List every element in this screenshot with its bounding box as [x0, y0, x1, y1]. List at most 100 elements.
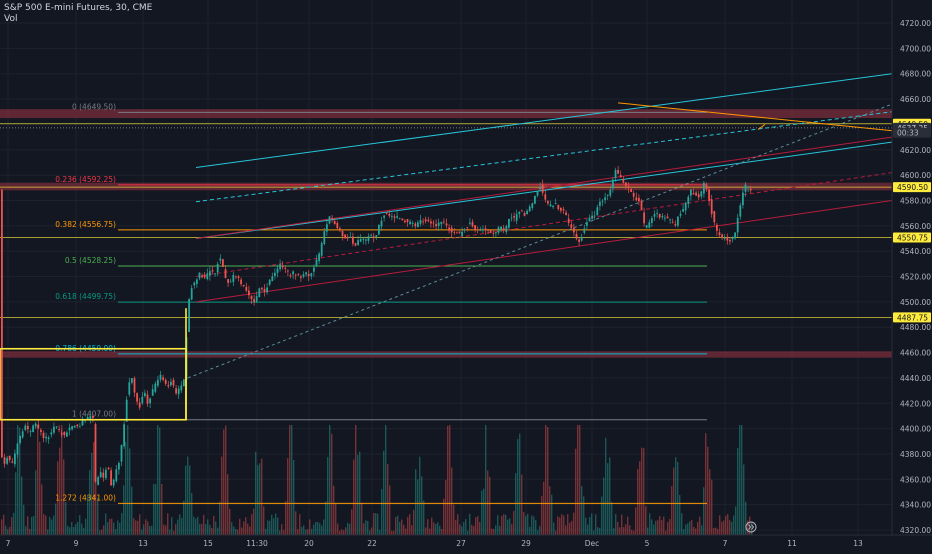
volume-bar	[61, 425, 63, 535]
volume-bar	[265, 528, 267, 535]
volume-bar	[445, 479, 447, 535]
candle-body	[656, 212, 658, 214]
price-label-text: 4590.50	[897, 183, 928, 192]
candle-body	[435, 223, 437, 227]
volume-bar	[13, 512, 15, 535]
volume-bar	[441, 529, 443, 535]
time-tick-label: 15	[203, 539, 213, 548]
candle-body	[294, 274, 297, 276]
price-tick-label: 4440.00	[900, 374, 931, 383]
volume-bar	[645, 506, 647, 535]
volume-bar	[339, 530, 341, 535]
volume-bar	[337, 523, 339, 535]
candle-body	[380, 220, 383, 227]
volume-bar	[613, 528, 615, 535]
volume-bar	[395, 517, 397, 535]
price-tick-label: 4720.00	[900, 19, 931, 28]
volume-bar	[621, 514, 623, 535]
resistance-zone	[0, 109, 892, 119]
candle-body	[575, 234, 578, 239]
candle-body	[89, 416, 92, 419]
candle-body	[190, 288, 193, 300]
volume-bar	[437, 522, 439, 535]
candle-body	[227, 279, 229, 283]
candle-body	[323, 231, 326, 244]
volume-bar	[647, 527, 649, 535]
candle-body	[552, 205, 554, 208]
scroll-circle[interactable]	[745, 521, 757, 533]
candle-body	[349, 236, 352, 238]
candle-body	[157, 379, 159, 386]
time-tick-label: 5	[645, 539, 650, 548]
price-tick-label: 4560.00	[900, 222, 931, 231]
volume-bar	[97, 497, 99, 535]
volume-bar	[363, 523, 365, 535]
candle-body	[365, 239, 367, 241]
candle-body	[549, 204, 552, 207]
candle-body	[110, 470, 112, 486]
volume-bar	[219, 501, 221, 535]
candle-body	[487, 229, 489, 231]
volume-bar	[681, 513, 683, 535]
candle-body	[40, 429, 42, 432]
volume-bar	[123, 485, 125, 535]
volume-bar	[263, 506, 265, 535]
volume-bar	[695, 528, 697, 535]
volume-bar	[683, 529, 685, 535]
volume-bar	[727, 514, 729, 535]
candle-body	[404, 220, 406, 223]
trend-lines[interactable]	[187, 73, 893, 379]
volume-bar	[505, 514, 507, 535]
channel-mid-line	[195, 111, 893, 203]
scroll-to-latest-button[interactable]	[745, 521, 757, 533]
candle-body	[216, 264, 219, 273]
volume-indicator-label[interactable]: Vol	[4, 14, 18, 24]
candle-body	[617, 170, 619, 174]
candle-body	[476, 229, 479, 231]
volume-bar	[455, 519, 457, 535]
candle-body	[141, 396, 144, 404]
volume-bars	[1, 425, 753, 535]
volume-bar	[671, 486, 673, 535]
volume-bar	[355, 425, 357, 535]
candle-body	[222, 259, 224, 268]
candle-body	[513, 216, 515, 218]
candle-body	[492, 233, 495, 234]
volume-bar	[617, 521, 619, 535]
candle-body	[734, 232, 736, 239]
candle-body	[484, 228, 487, 231]
candle-body	[518, 211, 521, 215]
volume-bar	[229, 509, 231, 535]
volume-bar	[531, 515, 533, 535]
symbol-title[interactable]: S&P 500 E-mini Futures, 30, CME	[4, 3, 153, 13]
volume-bar	[349, 523, 351, 535]
candle-body	[562, 209, 565, 211]
volume-bar	[53, 515, 55, 535]
price-axis-background[interactable]	[892, 0, 932, 535]
volume-bar	[253, 508, 255, 535]
candle-body	[422, 221, 424, 223]
volume-bar	[559, 517, 561, 535]
candle-body	[24, 425, 27, 430]
volume-bar	[211, 527, 213, 535]
candle-body	[268, 279, 271, 285]
candle-body	[370, 234, 372, 236]
volume-bar	[509, 518, 511, 535]
volume-bar	[149, 525, 151, 535]
channel-crimson-upper-line	[195, 136, 893, 239]
volume-bar	[585, 517, 587, 535]
time-axis-background[interactable]	[0, 535, 932, 550]
volume-bar	[709, 469, 711, 535]
volume-bar	[49, 516, 51, 535]
candle-body	[310, 273, 313, 277]
candle-body	[648, 222, 651, 228]
candle-body	[362, 238, 365, 240]
horizontal-levels[interactable]	[0, 123, 892, 318]
candle-body	[726, 236, 729, 241]
candle-body	[450, 227, 453, 233]
price-tick-label: 4540.00	[900, 247, 931, 256]
